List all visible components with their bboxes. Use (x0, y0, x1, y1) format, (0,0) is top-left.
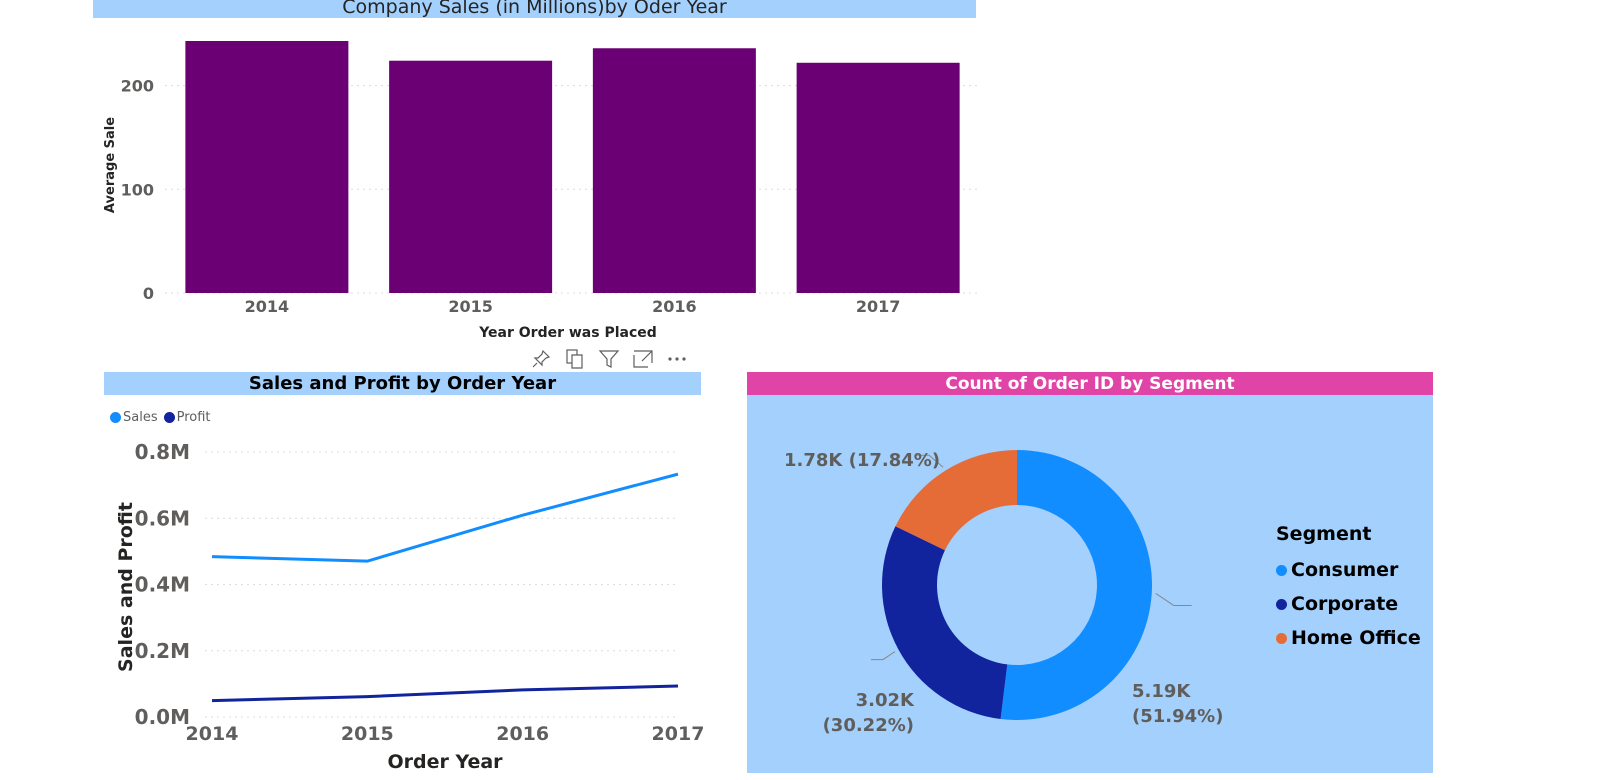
filter-icon[interactable] (598, 348, 620, 370)
focus-mode-icon[interactable] (632, 348, 654, 370)
x-tick-label: 2015 (341, 723, 394, 745)
visual-header-toolbar (530, 346, 688, 372)
bar (389, 60, 553, 293)
line-chart-legend: Sales Profit (110, 410, 211, 425)
sales-legend-dot-icon (110, 412, 121, 423)
donut-slice-home-office (895, 450, 1017, 551)
bar-chart-title: Company Sales (in Millions)by Oder Year (93, 0, 976, 18)
y-tick-label: 200 (121, 77, 154, 96)
legend-item-corporate[interactable]: Corporate (1276, 587, 1421, 621)
donut-slice-consumer (1000, 450, 1153, 720)
data-label-percent: (30.22%) (823, 715, 914, 736)
y-tick-label: 0.4M (135, 573, 190, 597)
profit-legend-dot-icon (163, 412, 175, 423)
y-axis-title: Sales and Profit (115, 502, 137, 672)
legend-label-sales: Sales (123, 410, 158, 425)
legend-label-corporate: Corporate (1291, 593, 1399, 615)
y-tick-label: 0.8M (135, 440, 190, 464)
consumer-legend-dot-icon (1276, 564, 1287, 576)
x-tick-label: 2017 (856, 297, 901, 316)
donut-chart-legend: Segment Consumer Corporate Home Office (1276, 523, 1421, 655)
x-tick-label: 2014 (245, 297, 290, 316)
x-tick-label: 2017 (652, 723, 705, 745)
donut-slice-corporate (882, 526, 1008, 719)
leader-line (915, 454, 944, 468)
more-options-icon[interactable] (666, 348, 688, 370)
data-label-percent: (51.94%) (1132, 706, 1223, 727)
line-series-profit (211, 684, 679, 703)
copy-icon[interactable] (564, 348, 586, 370)
donut-chart-title: Count of Order ID by Segment (747, 372, 1433, 395)
pin-icon[interactable] (530, 348, 552, 370)
legend-item-sales[interactable]: Sales (110, 410, 158, 425)
bar (796, 62, 960, 294)
legend-item-home-office[interactable]: Home Office (1276, 621, 1421, 655)
y-tick-label: 0 (143, 284, 154, 303)
legend-label-profit: Profit (176, 410, 211, 425)
corporate-legend-dot-icon (1276, 598, 1287, 610)
x-axis-title: Order Year (387, 751, 503, 773)
data-label-value: 3.02K (856, 690, 915, 711)
x-tick-label: 2015 (448, 297, 493, 316)
legend-label-home-office: Home Office (1291, 627, 1421, 649)
line-chart: 0.0M 0.2M 0.4M 0.6M 0.8M 2014 2015 2016 2017 Orde… (115, 440, 705, 773)
bar (185, 41, 349, 293)
legend-title: Segment (1276, 523, 1372, 545)
y-tick-label: 100 (121, 180, 154, 199)
y-tick-label: 0.0M (135, 705, 190, 729)
legend-item-profit[interactable]: Profit (163, 410, 211, 425)
legend-item-consumer[interactable]: Consumer (1276, 553, 1421, 587)
leader-line (870, 651, 896, 661)
y-axis-title: Average Sale (103, 117, 118, 213)
leader-line (1155, 593, 1192, 606)
x-tick-label: 2016 (496, 723, 549, 745)
data-label-value: 5.19K (1132, 681, 1191, 702)
x-axis-title: Year Order was Placed (478, 325, 657, 341)
bar (592, 48, 756, 293)
y-tick-label: 0.2M (135, 639, 190, 663)
x-tick-label: 2016 (652, 297, 697, 316)
data-label: 1.78K (17.84%) (784, 450, 940, 471)
line-series-sales (211, 472, 679, 563)
home-office-legend-dot-icon (1276, 632, 1287, 644)
x-tick-label: 2014 (186, 723, 239, 745)
donut-chart-panel (747, 395, 1433, 773)
line-chart-title: Sales and Profit by Order Year (104, 372, 701, 395)
y-tick-label: 0.6M (135, 506, 190, 530)
bar-chart: 0 100 200 2014 2015 2016 2017 Year Order was Pl… (103, 41, 980, 341)
legend-label-consumer: Consumer (1291, 559, 1399, 581)
